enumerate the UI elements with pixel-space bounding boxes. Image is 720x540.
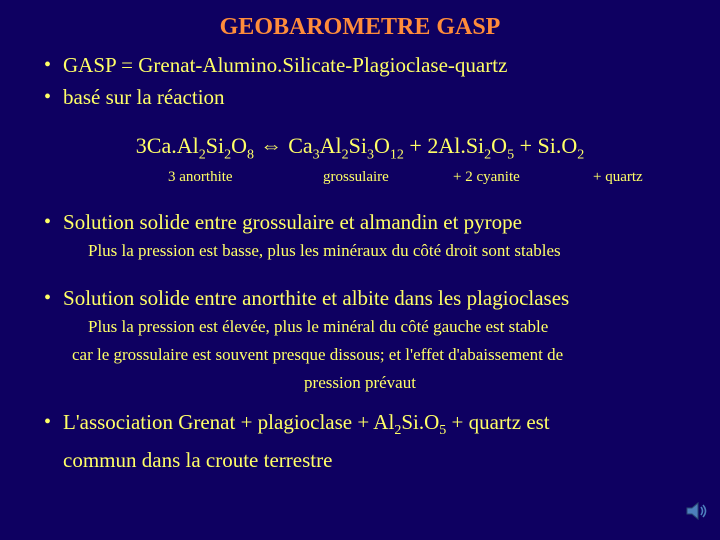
eq-sub: 3: [313, 147, 320, 162]
bullet-3: • Solution solide entre grossulaire et a…: [44, 208, 692, 236]
b5-part: commun dans la croute terrestre: [63, 448, 332, 472]
eq-part: Si: [206, 133, 224, 158]
b5-part: L'association Grenat + plagioclase + Al: [63, 410, 394, 434]
note-3: Plus la pression est basse, plus les min…: [88, 240, 692, 262]
bullet-dot: •: [44, 208, 51, 236]
bullet-2-text: basé sur la réaction: [63, 83, 225, 111]
eq-sub: 2: [199, 147, 206, 162]
note-4b: car le grossulaire est souvent presque d…: [72, 344, 692, 366]
bullet-dot: •: [44, 83, 51, 111]
bullet-1-text: GASP = Grenat-Alumino.Silicate-Plagiocla…: [63, 51, 507, 79]
eq-sub: 12: [390, 147, 404, 162]
eq-part: O: [491, 133, 507, 158]
speaker-icon[interactable]: [684, 499, 708, 528]
bullet-dot: •: [44, 408, 51, 436]
slide-title: GEOBAROMETRE GASP: [28, 14, 692, 41]
bullet-5-text: L'association Grenat + plagioclase + Al2…: [63, 408, 550, 473]
bullet-4-text: Solution solide entre anorthite et albit…: [63, 284, 569, 312]
eq-sub: 2: [342, 147, 349, 162]
bullet-4: • Solution solide entre anorthite et alb…: [44, 284, 692, 312]
equation: 3Ca.Al2Si2O8 ⇔ Ca3Al2Si3O12 + 2Al.Si2O5 …: [28, 133, 692, 163]
eq-sub: 8: [247, 147, 254, 162]
eq-part: Ca: [288, 133, 312, 158]
eq-part: O: [374, 133, 390, 158]
eq-part: + 2Al.Si: [404, 133, 484, 158]
eq-part: + Si.O: [514, 133, 577, 158]
bullet-1: • GASP = Grenat-Alumino.Silicate-Plagioc…: [44, 51, 692, 79]
eq-part: O: [231, 133, 247, 158]
bullet-dot: •: [44, 51, 51, 79]
note-4c: pression prévaut: [28, 372, 692, 394]
note-4a: Plus la pression est élevée, plus le min…: [88, 316, 692, 338]
bullet-5: • L'association Grenat + plagioclase + A…: [44, 408, 692, 473]
eq-part: Al: [320, 133, 342, 158]
eq-arrow: ⇔: [254, 133, 288, 158]
bullet-3-text: Solution solide entre grossulaire et alm…: [63, 208, 522, 236]
b5-part: + quartz est: [446, 410, 549, 434]
eq-part: 3Ca.Al: [136, 133, 199, 158]
eq-label-1: 3 anorthite: [168, 169, 323, 186]
eq-sub: 2: [577, 147, 584, 162]
eq-sub: 3: [367, 147, 374, 162]
bullet-2: • basé sur la réaction: [44, 83, 692, 111]
equation-labels: 3 anorthite grossulaire + 2 cyanite + qu…: [28, 169, 692, 186]
bullet-dot: •: [44, 284, 51, 312]
eq-label-4: + quartz: [593, 169, 643, 186]
eq-label-3: + 2 cyanite: [453, 169, 593, 186]
eq-label-2: grossulaire: [323, 169, 453, 186]
eq-sub: 5: [507, 147, 514, 162]
b5-part: Si.O: [401, 410, 439, 434]
eq-part: Si: [349, 133, 367, 158]
